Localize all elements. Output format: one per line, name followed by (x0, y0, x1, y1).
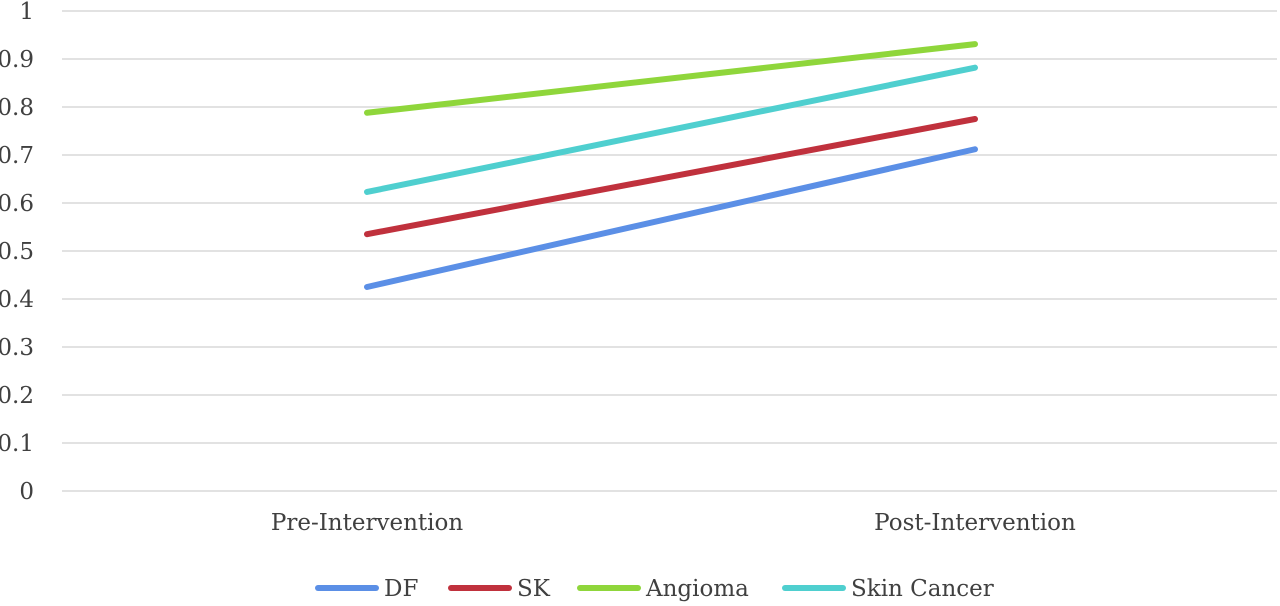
y-tick-label: 0.8 (0, 95, 34, 121)
series-line-sk (364, 116, 978, 238)
legend-label-sk: SK (517, 576, 551, 602)
series-lines (364, 41, 978, 290)
y-tick-label: 0.4 (0, 287, 34, 313)
gridlines (62, 10, 1277, 492)
x-category-label: Post-Intervention (874, 510, 1076, 536)
x-axis-category-labels: Pre-Intervention Post-Intervention (271, 510, 1076, 536)
legend: DF SK Angioma Skin Cancer (315, 576, 994, 602)
y-tick-label: 0.7 (0, 143, 34, 169)
series-line-angioma (364, 41, 978, 116)
y-axis-tick-labels: 0 0.1 0.2 0.3 0.4 0.5 0.6 0.7 0.8 0.9 1 (0, 0, 34, 505)
legend-label-df: DF (384, 576, 418, 602)
legend-label-skin-cancer: Skin Cancer (851, 576, 994, 602)
x-category-label: Pre-Intervention (271, 510, 463, 536)
series-line-df (364, 146, 978, 290)
y-tick-label: 0.2 (0, 383, 34, 409)
y-tick-label: 0 (19, 479, 34, 505)
y-tick-label: 0.6 (0, 191, 34, 217)
y-tick-label: 0.9 (0, 47, 34, 73)
legend-label-angioma: Angioma (645, 576, 749, 602)
y-tick-label: 0.5 (0, 239, 34, 265)
y-tick-label: 0.1 (0, 431, 34, 457)
y-tick-label: 1 (19, 0, 34, 25)
y-tick-label: 0.3 (0, 335, 34, 361)
series-line-skin-cancer (364, 64, 978, 195)
